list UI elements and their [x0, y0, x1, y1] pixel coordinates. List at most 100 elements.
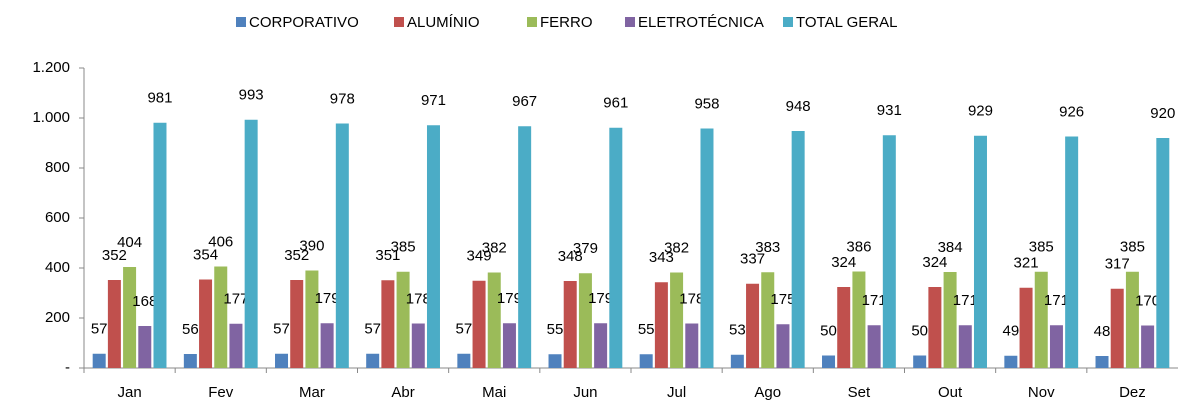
y-tick-label: 800 — [45, 159, 70, 176]
data-label: 171 — [1044, 292, 1069, 309]
bar — [578, 273, 592, 368]
bar — [654, 282, 668, 368]
data-label: 981 — [147, 90, 172, 107]
data-label: 958 — [694, 95, 719, 112]
bar — [487, 272, 501, 368]
bar — [776, 324, 790, 368]
bar — [244, 119, 258, 368]
x-tick-label: Abr — [391, 384, 414, 401]
bar — [867, 325, 881, 368]
bar — [746, 283, 760, 368]
data-label: 178 — [406, 290, 431, 307]
bar — [335, 123, 349, 368]
data-label: 53 — [729, 322, 746, 339]
x-tick-label: Set — [848, 384, 871, 401]
data-label: 179 — [588, 290, 613, 307]
data-label: 175 — [770, 291, 795, 308]
bar — [502, 323, 516, 368]
data-label: 379 — [573, 240, 598, 257]
bar — [229, 323, 243, 368]
legend-swatch — [783, 17, 793, 27]
data-label: 385 — [1120, 239, 1145, 256]
data-label: 57 — [273, 321, 290, 338]
data-label: 929 — [968, 103, 993, 120]
x-tick-label: Ago — [754, 384, 781, 401]
bar — [381, 280, 395, 368]
bar — [305, 270, 319, 368]
bar — [730, 354, 744, 368]
data-label: 382 — [482, 239, 507, 256]
legend-label: FERRO — [540, 14, 593, 31]
data-label: 57 — [456, 321, 473, 338]
bar — [1065, 136, 1079, 368]
x-tick-label: Out — [938, 384, 963, 401]
bar — [594, 323, 608, 368]
x-tick-label: Mar — [299, 384, 325, 401]
bar — [973, 135, 987, 368]
x-tick-label: Jan — [117, 384, 141, 401]
bar — [138, 326, 152, 368]
bar — [1095, 356, 1109, 368]
data-label: 993 — [239, 87, 264, 104]
data-label: 177 — [223, 291, 248, 308]
bar — [92, 353, 106, 368]
data-label: 324 — [831, 254, 856, 271]
bar — [548, 354, 562, 368]
data-label: 170 — [1135, 292, 1160, 309]
data-label: 384 — [938, 239, 963, 256]
bar — [107, 280, 121, 368]
bar — [1141, 325, 1155, 368]
bar — [882, 135, 896, 368]
bar — [670, 272, 684, 368]
data-label: 926 — [1059, 103, 1084, 120]
legend-swatch — [527, 17, 537, 27]
bar — [183, 354, 197, 368]
legend-swatch — [394, 17, 404, 27]
bar — [639, 354, 653, 368]
bar — [563, 281, 577, 368]
x-tick-label: Nov — [1028, 384, 1055, 401]
x-tick-label: Jun — [573, 384, 597, 401]
bar — [411, 323, 425, 368]
bar — [472, 280, 486, 368]
bar — [609, 127, 623, 368]
bar — [822, 355, 836, 368]
bar — [426, 125, 440, 368]
bar — [1034, 271, 1048, 368]
data-label: 48 — [1094, 323, 1111, 340]
data-label: 931 — [877, 102, 902, 119]
data-label: 971 — [421, 92, 446, 109]
bar — [791, 131, 805, 368]
data-label: 383 — [755, 239, 780, 256]
bar — [1110, 288, 1124, 368]
bar — [685, 323, 699, 368]
data-label: 385 — [391, 239, 416, 256]
x-tick-label: Mai — [482, 384, 506, 401]
bar — [700, 128, 714, 368]
bar — [320, 323, 334, 368]
y-tick-label: 400 — [45, 259, 70, 276]
legend-label: ELETROTÉCNICA — [638, 14, 764, 31]
y-tick-label: 200 — [45, 309, 70, 326]
bar — [761, 272, 775, 368]
y-tick-label: 1.000 — [32, 109, 70, 126]
bar — [852, 271, 866, 368]
bar — [943, 272, 957, 368]
x-tick-label: Fev — [208, 384, 234, 401]
data-label: 967 — [512, 93, 537, 110]
data-label: 178 — [679, 290, 704, 307]
bar — [457, 353, 471, 368]
data-label: 57 — [91, 321, 108, 338]
data-label: 390 — [299, 237, 324, 254]
legend-label: CORPORATIVO — [249, 14, 359, 31]
bar — [123, 267, 137, 368]
data-label: 352 — [284, 247, 309, 264]
data-label: 348 — [558, 248, 583, 265]
data-label: 179 — [497, 290, 522, 307]
bar — [958, 325, 972, 368]
bar — [928, 287, 942, 368]
bar — [1125, 271, 1139, 368]
bar — [199, 279, 213, 368]
y-tick-label: 1.200 — [32, 59, 70, 76]
